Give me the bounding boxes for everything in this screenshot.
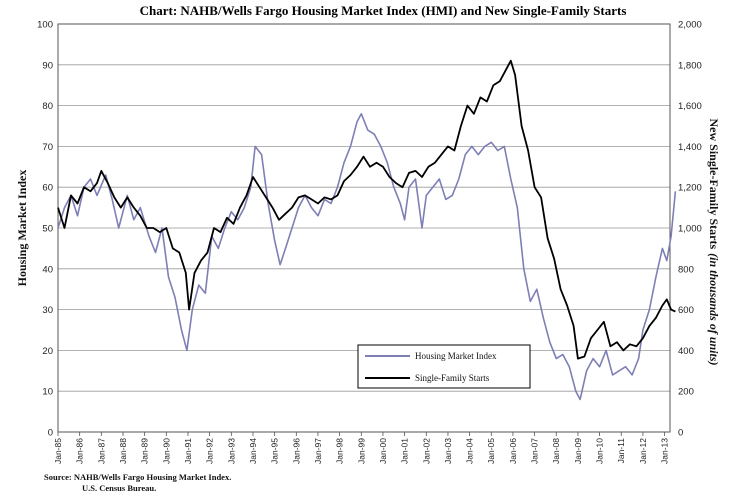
- x-tick-label: Jan-04: [465, 438, 475, 464]
- x-tick-label: Jan-93: [226, 438, 236, 464]
- source-note-line2: U.S. Census Bureau.: [82, 483, 156, 493]
- x-tick-label: Jan-97: [313, 438, 323, 464]
- x-tick-label: Jan-91: [183, 438, 193, 464]
- right-tick-label: 200: [678, 387, 694, 398]
- legend-box: [357, 344, 531, 389]
- right-tick-label: 1,000: [678, 224, 702, 235]
- series-line-starts: [57, 59, 676, 360]
- right-axis-label: New Single-Family Starts (in thousands of…: [707, 118, 721, 365]
- x-tick-label: Jan-92: [205, 438, 215, 464]
- left-tick-label: 30: [42, 305, 53, 316]
- left-tick-label: 100: [37, 20, 53, 31]
- x-tick-label: Jan-99: [356, 438, 366, 464]
- left-tick-label: 40: [42, 264, 53, 275]
- x-tick-label: Jan-86: [75, 438, 85, 464]
- x-tick-label: Jan-09: [573, 438, 583, 464]
- left-axis-ticks: 0 10 20 30 40 50 60 70 80 90 100: [37, 20, 53, 439]
- right-tick-label: 1,600: [678, 101, 702, 112]
- x-tick-label: Jan-08: [551, 438, 561, 464]
- x-tick-label: Jan-98: [335, 438, 345, 464]
- legend-label-hmi: Housing Market Index: [415, 351, 497, 361]
- x-tick-label: Jan-90: [161, 438, 171, 464]
- left-tick-label: 80: [42, 101, 53, 112]
- chart-title: Chart: NAHB/Wells Fargo Housing Market I…: [140, 3, 627, 18]
- series-lines: [57, 59, 677, 401]
- right-tick-label: 400: [678, 346, 694, 357]
- x-tick-label: Jan-06: [508, 438, 518, 464]
- right-tick-label: 800: [678, 264, 694, 275]
- left-tick-label: 60: [42, 183, 53, 194]
- x-tick-label: Jan-89: [140, 438, 150, 464]
- right-tick-label: 1,200: [678, 183, 702, 194]
- left-tick-label: 50: [42, 224, 53, 235]
- x-tick-label: Jan-11: [616, 438, 626, 464]
- right-tick-label: 2,000: [678, 20, 702, 31]
- right-tick-label: 0: [678, 428, 683, 439]
- x-tick-label: Jan-13: [660, 438, 670, 464]
- x-axis-ticks: Jan-85 Jan-86 Jan-87 Jan-88 Jan-89 Jan-90 Jan-…: [53, 432, 670, 464]
- x-tick-label: Jan-96: [291, 438, 301, 464]
- x-tick-label: Jan-00: [378, 438, 388, 464]
- x-tick-label: Jan-10: [595, 438, 605, 464]
- left-tick-label: 10: [42, 387, 53, 398]
- x-tick-label: Jan-02: [421, 438, 431, 464]
- x-tick-label: Jan-07: [530, 438, 540, 464]
- gridlines: [58, 64, 670, 392]
- legend-label-starts: Single-Family Starts: [415, 373, 490, 383]
- right-axis-ticks: 0 200 400 600 800 1,000 1,200 1,400 1,600 1,800 2,…: [678, 20, 702, 439]
- left-axis-label: Housing Market Index: [15, 170, 29, 287]
- right-axis-label-main: New Single-Family Starts: [707, 118, 721, 249]
- series-line-hmi: [57, 113, 677, 401]
- left-tick-label: 70: [42, 142, 53, 153]
- right-axis-label-units: (in thousands of units): [707, 253, 721, 365]
- x-tick-label: Jan-94: [248, 438, 258, 464]
- left-tick-label: 0: [48, 428, 53, 439]
- x-tick-label: Jan-12: [638, 438, 648, 464]
- x-tick-label: Jan-85: [53, 438, 63, 464]
- x-tick-label: Jan-87: [96, 438, 106, 464]
- left-tick-label: 90: [42, 60, 53, 71]
- right-tick-label: 600: [678, 305, 694, 316]
- x-tick-label: Jan-01: [400, 438, 410, 464]
- x-tick-label: Jan-05: [486, 438, 496, 464]
- x-tick-label: Jan-95: [270, 438, 280, 464]
- legend: Housing Market Index Single-Family Start…: [357, 344, 531, 389]
- left-tick-label: 20: [42, 346, 53, 357]
- source-note-line1: Source: NAHB/Wells Fargo Housing Market …: [44, 472, 231, 482]
- right-tick-label: 1,800: [678, 60, 702, 71]
- x-tick-label: Jan-03: [443, 438, 453, 464]
- right-tick-label: 1,400: [678, 142, 702, 153]
- x-tick-label: Jan-88: [118, 438, 128, 464]
